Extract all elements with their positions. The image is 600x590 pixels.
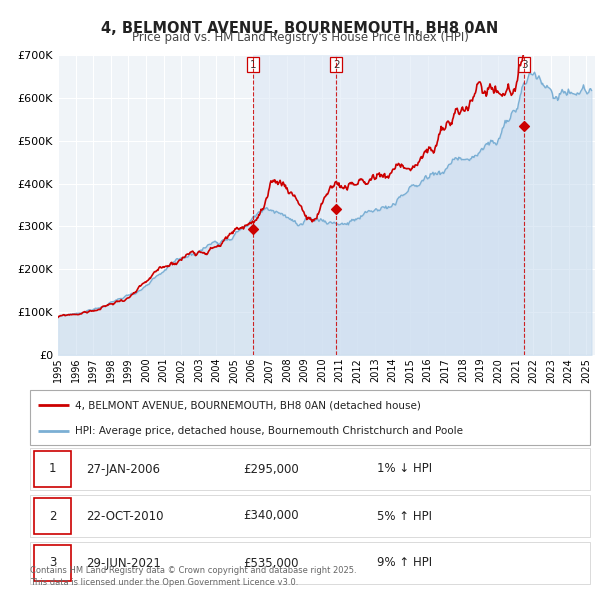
Text: Price paid vs. HM Land Registry's House Price Index (HPI): Price paid vs. HM Land Registry's House … <box>131 31 469 44</box>
Text: 4, BELMONT AVENUE, BOURNEMOUTH, BH8 0AN (detached house): 4, BELMONT AVENUE, BOURNEMOUTH, BH8 0AN … <box>75 401 421 411</box>
Point <box>520 121 529 130</box>
Text: 22-OCT-2010: 22-OCT-2010 <box>86 510 163 523</box>
Text: Contains HM Land Registry data © Crown copyright and database right 2025.
This d: Contains HM Land Registry data © Crown c… <box>30 566 356 587</box>
FancyBboxPatch shape <box>34 545 71 581</box>
Bar <box>253 55 337 355</box>
Text: £340,000: £340,000 <box>243 510 298 523</box>
Point <box>332 205 341 214</box>
Point <box>248 224 258 233</box>
Text: 1% ↓ HPI: 1% ↓ HPI <box>377 463 433 476</box>
FancyBboxPatch shape <box>30 448 590 490</box>
Bar <box>337 55 524 355</box>
Text: 9% ↑ HPI: 9% ↑ HPI <box>377 556 433 569</box>
Text: HPI: Average price, detached house, Bournemouth Christchurch and Poole: HPI: Average price, detached house, Bour… <box>75 426 463 436</box>
Text: 1: 1 <box>49 463 56 476</box>
FancyBboxPatch shape <box>30 495 590 537</box>
Text: £535,000: £535,000 <box>243 556 298 569</box>
FancyBboxPatch shape <box>34 451 71 487</box>
Text: 5% ↑ HPI: 5% ↑ HPI <box>377 510 432 523</box>
Text: 29-JUN-2021: 29-JUN-2021 <box>86 556 161 569</box>
FancyBboxPatch shape <box>30 390 590 445</box>
Text: 2: 2 <box>49 510 56 523</box>
Text: 3: 3 <box>49 556 56 569</box>
Text: 2: 2 <box>333 60 340 70</box>
FancyBboxPatch shape <box>34 499 71 533</box>
Text: 3: 3 <box>521 60 528 70</box>
FancyBboxPatch shape <box>30 542 590 584</box>
Text: £295,000: £295,000 <box>243 463 299 476</box>
Text: 1: 1 <box>250 60 256 70</box>
Text: 4, BELMONT AVENUE, BOURNEMOUTH, BH8 0AN: 4, BELMONT AVENUE, BOURNEMOUTH, BH8 0AN <box>101 21 499 35</box>
Text: 27-JAN-2006: 27-JAN-2006 <box>86 463 160 476</box>
